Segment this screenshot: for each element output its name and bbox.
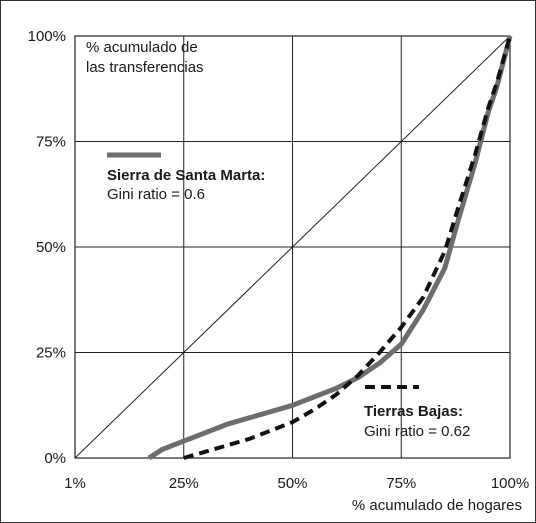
x-tick-label: 50% [277, 475, 307, 492]
y-axis-title-line-2: las transferencias [86, 59, 204, 76]
legend-sierra-gini: Gini ratio = 0.6 [107, 186, 205, 203]
y-tick-label: 50% [36, 239, 66, 256]
x-tick-label: 1% [64, 475, 86, 492]
x-tick-label: 25% [169, 475, 199, 492]
tierras-bajas-line [183, 35, 512, 460]
y-tick-label: 0% [44, 450, 66, 467]
legend-sierra-title: Sierra de Santa Marta: [107, 167, 265, 184]
series-group [74, 35, 513, 461]
x-axis-title: % acumulado de hogares [352, 497, 522, 514]
y-axis-title-line-1: % acumulado de [86, 39, 198, 56]
y-tick-label: 75% [36, 134, 66, 151]
equality-line [74, 35, 511, 459]
x-tick-label: 75% [386, 475, 416, 492]
y-tick-label: 100% [28, 28, 66, 45]
tick-labels: 1% 25% 50% 75% 100% 0% 25% 50% 75% 100% [28, 28, 530, 492]
grid [74, 35, 511, 459]
y-tick-label: 25% [36, 345, 66, 362]
x-tick-label: 100% [491, 475, 529, 492]
legend-tierras-gini: Gini ratio = 0.62 [364, 423, 470, 440]
legend-tierras-title: Tierras Bajas: [364, 403, 463, 420]
